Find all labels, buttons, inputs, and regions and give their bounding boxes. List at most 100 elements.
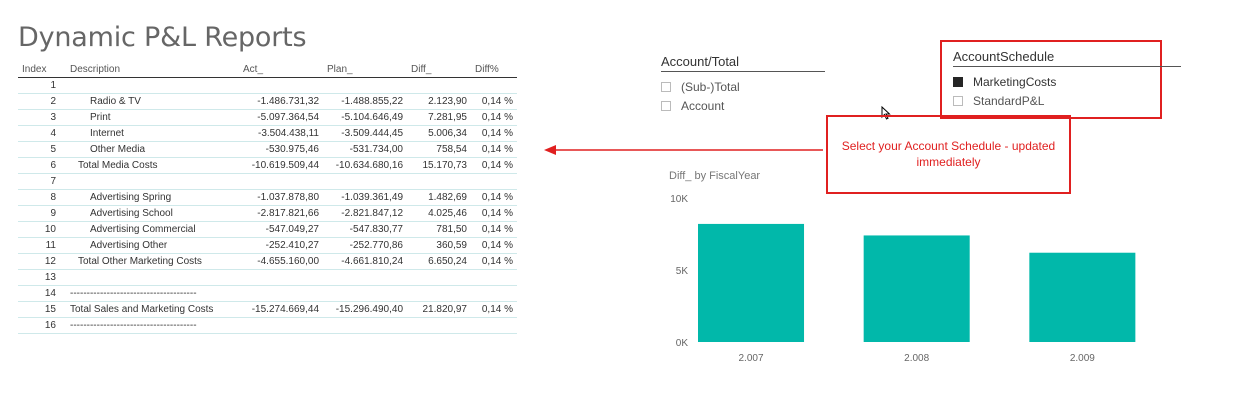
column-header-diff[interactable]: Diff_ bbox=[407, 63, 471, 78]
cell-diff: 7.281,95 bbox=[407, 109, 471, 126]
cell-diff-pct bbox=[471, 317, 517, 334]
cell-description: Advertising Commercial bbox=[66, 221, 239, 238]
highlight-box-slicer bbox=[940, 40, 1162, 119]
cell-index: 13 bbox=[18, 269, 66, 286]
cell-description: Advertising Other bbox=[66, 237, 239, 254]
cell-diff: 360,59 bbox=[407, 237, 471, 254]
cell-diff: 1.482,69 bbox=[407, 189, 471, 206]
column-header-act[interactable]: Act_ bbox=[239, 63, 323, 78]
cell-act: -1.486.731,32 bbox=[239, 93, 323, 110]
slicer-item-marketingcosts[interactable]: MarketingCosts bbox=[953, 72, 1181, 91]
cell-plan: -1.039.361,49 bbox=[323, 189, 407, 206]
bar-2.008[interactable] bbox=[863, 235, 970, 342]
slicer-item-label: Account bbox=[681, 98, 725, 113]
slicer-item-label: StandardP&L bbox=[973, 93, 1045, 108]
slicer-item-subtotal[interactable]: (Sub-)Total bbox=[661, 77, 825, 96]
checkbox-checked-icon[interactable] bbox=[953, 76, 963, 87]
cell-diff bbox=[407, 269, 471, 286]
x-tick-label: 2.007 bbox=[738, 353, 763, 364]
cell-index: 11 bbox=[18, 237, 66, 254]
cell-description: Other Media bbox=[66, 141, 239, 158]
table-row[interactable]: 16 -------------------------------------- bbox=[18, 317, 517, 334]
cell-index: 12 bbox=[18, 253, 66, 270]
cell-diff-pct: 0,14 % bbox=[471, 157, 517, 174]
cell-diff: 758,54 bbox=[407, 141, 471, 158]
table-row[interactable]: 6 Total Media Costs -10.619.509,44 -10.634.… bbox=[18, 157, 517, 174]
callout-box bbox=[826, 115, 1071, 194]
chart-title: Diff_ by FiscalYear bbox=[669, 170, 761, 182]
checkbox-icon[interactable] bbox=[661, 100, 671, 111]
cell-index: 5 bbox=[18, 141, 66, 158]
cell-act: -547.049,27 bbox=[239, 221, 323, 238]
cell-description: Total Sales and Marketing Costs bbox=[66, 301, 239, 318]
table-row[interactable]: 12 Total Other Marketing Costs -4.655.160,… bbox=[18, 253, 517, 270]
cell-diff-pct bbox=[471, 269, 517, 286]
table-row[interactable]: 3 Print -5.097.364,54 -5.104.646,49 7.281,95… bbox=[18, 109, 517, 126]
table-row[interactable]: 1 bbox=[18, 77, 517, 94]
cell-plan: -3.509.444,45 bbox=[323, 125, 407, 142]
cell-diff-pct: 0,14 % bbox=[471, 253, 517, 270]
cell-plan: -547.830,77 bbox=[323, 221, 407, 238]
bar-2.007[interactable] bbox=[698, 223, 805, 342]
cell-plan bbox=[323, 317, 407, 334]
cell-index: 16 bbox=[18, 317, 66, 334]
table-row[interactable]: 10 Advertising Commercial -547.049,27 -547.… bbox=[18, 221, 517, 238]
cell-index: 9 bbox=[18, 205, 66, 222]
slicer-account-schedule: AccountSchedule MarketingCosts StandardP… bbox=[953, 49, 1181, 110]
table-row[interactable]: 7 bbox=[18, 173, 517, 190]
cell-diff-pct bbox=[471, 173, 517, 190]
cell-diff-pct: 0,14 % bbox=[471, 125, 517, 142]
slicer-title: Account/Total bbox=[661, 54, 825, 72]
x-tick-label: 2.009 bbox=[1070, 353, 1095, 364]
bar-2.009[interactable] bbox=[1029, 252, 1136, 342]
column-header-description[interactable]: Description bbox=[66, 63, 239, 78]
x-tick-label: 2.008 bbox=[904, 353, 929, 364]
slicer-item-account[interactable]: Account bbox=[661, 96, 825, 115]
slicer-item-label: MarketingCosts bbox=[973, 74, 1057, 89]
table-row[interactable]: 11 Advertising Other -252.410,27 -252.770,8… bbox=[18, 237, 517, 254]
cell-description: -------------------------------------- bbox=[66, 317, 239, 334]
table-row[interactable]: 13 bbox=[18, 269, 517, 286]
cell-index: 2 bbox=[18, 93, 66, 110]
checkbox-icon[interactable] bbox=[953, 95, 963, 106]
cell-diff: 4.025,46 bbox=[407, 205, 471, 222]
cell-index: 6 bbox=[18, 157, 66, 174]
cell-index: 15 bbox=[18, 301, 66, 318]
cell-act: -4.655.160,00 bbox=[239, 253, 323, 270]
cell-description: Advertising Spring bbox=[66, 189, 239, 206]
cell-index: 3 bbox=[18, 109, 66, 126]
cell-diff-pct: 0,14 % bbox=[471, 237, 517, 254]
table-row[interactable]: 8 Advertising Spring -1.037.878,80 -1.039.3… bbox=[18, 189, 517, 206]
table-row[interactable]: 9 Advertising School -2.817.821,66 -2.821.8… bbox=[18, 205, 517, 222]
cell-diff-pct: 0,14 % bbox=[471, 205, 517, 222]
slicer-item-standardpl[interactable]: StandardP&L bbox=[953, 91, 1181, 110]
cell-act: -252.410,27 bbox=[239, 237, 323, 254]
column-header-diff-pct[interactable]: Diff% bbox=[471, 63, 517, 78]
cell-act: -5.097.364,54 bbox=[239, 109, 323, 126]
cell-diff-pct bbox=[471, 77, 517, 94]
slicer-account-total: Account/Total (Sub-)Total Account bbox=[661, 54, 825, 115]
cell-act bbox=[239, 285, 323, 302]
table-row[interactable]: 4 Internet -3.504.438,11 -3.509.444,45 5.006… bbox=[18, 125, 517, 142]
table-row[interactable]: 14 -------------------------------------- bbox=[18, 285, 517, 302]
cell-act: -530.975,46 bbox=[239, 141, 323, 158]
checkbox-icon[interactable] bbox=[661, 81, 671, 92]
column-header-index[interactable]: Index bbox=[18, 63, 66, 78]
table-row[interactable]: 2 Radio & TV -1.486.731,32 -1.488.855,22 2.1… bbox=[18, 93, 517, 110]
cell-description: Internet bbox=[66, 125, 239, 142]
slicer-title: AccountSchedule bbox=[953, 49, 1181, 67]
cell-diff-pct bbox=[471, 285, 517, 302]
table-row[interactable]: 15 Total Sales and Marketing Costs -15.274… bbox=[18, 301, 517, 318]
cell-diff: 6.650,24 bbox=[407, 253, 471, 270]
cell-description: Total Media Costs bbox=[66, 157, 239, 174]
cell-diff: 21.820,97 bbox=[407, 301, 471, 318]
cell-index: 4 bbox=[18, 125, 66, 142]
column-header-plan[interactable]: Plan_ bbox=[323, 63, 407, 78]
cell-index: 10 bbox=[18, 221, 66, 238]
cell-plan: -252.770,86 bbox=[323, 237, 407, 254]
table-row[interactable]: 5 Other Media -530.975,46 -531.734,00 758,54… bbox=[18, 141, 517, 158]
cell-diff bbox=[407, 173, 471, 190]
cell-description: -------------------------------------- bbox=[66, 285, 239, 302]
cell-plan bbox=[323, 173, 407, 190]
callout-text: Select your Account Schedule - updated i… bbox=[841, 139, 1056, 169]
